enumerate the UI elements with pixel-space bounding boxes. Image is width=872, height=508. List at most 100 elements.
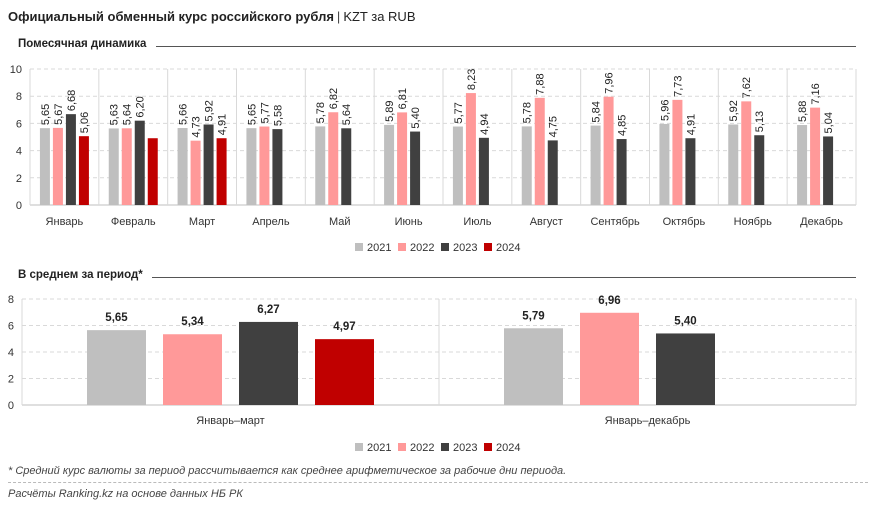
data-label: 5,88	[797, 101, 809, 122]
category-label: Декабрь	[800, 216, 843, 228]
data-label: 4,97	[333, 321, 355, 333]
data-label: 6,82	[328, 88, 340, 109]
data-label: 6,96	[598, 295, 620, 307]
bar-2022	[534, 97, 545, 205]
data-label: 5,84	[591, 101, 603, 122]
category-label: Январь–декабрь	[605, 415, 691, 427]
bar-2023	[239, 321, 298, 405]
data-label: 5,92	[728, 100, 740, 121]
data-label: 8,23	[466, 69, 478, 90]
category-label: Ноябрь	[734, 216, 772, 228]
bar-2021	[452, 126, 463, 205]
data-label: 5,63	[109, 104, 121, 125]
bar-2022	[465, 93, 476, 205]
bar-2023	[410, 131, 421, 205]
y-tick-label: 2	[16, 173, 22, 185]
data-label: 6,68	[66, 90, 78, 111]
data-label: 5,65	[105, 312, 128, 324]
y-tick-label: 0	[16, 200, 22, 212]
bar-2023	[341, 128, 352, 205]
bar-2021	[39, 128, 50, 205]
category-label: Май	[329, 216, 351, 228]
y-tick-label: 8	[8, 294, 14, 306]
legend-swatch-2024	[484, 243, 492, 251]
bar-2022	[121, 128, 132, 205]
y-tick-label: 0	[8, 400, 14, 412]
data-label: 5,06	[79, 112, 91, 133]
data-label: 4,91	[217, 114, 229, 135]
legend-label: 2022	[410, 442, 434, 454]
category-label: Январь	[46, 216, 84, 228]
bar-2021	[590, 125, 601, 205]
bar-2021	[659, 123, 670, 205]
category-label: Октябрь	[663, 216, 706, 228]
data-label: 5,78	[522, 102, 534, 123]
data-label: 7,62	[741, 77, 753, 98]
bar-2023	[134, 120, 145, 205]
bar-2023	[65, 114, 76, 205]
category-label: Июль	[463, 216, 491, 228]
bar-2021	[315, 126, 326, 205]
bar-2021	[177, 128, 188, 205]
data-label: 7,16	[810, 83, 822, 104]
y-tick-label: 8	[16, 91, 22, 103]
legend-label: 2024	[496, 442, 520, 454]
data-label: 5,40	[410, 107, 422, 128]
bar-2023	[203, 124, 214, 205]
bar-2023	[685, 138, 696, 205]
legend-swatch-2022	[398, 443, 406, 451]
legend-label: 2021	[367, 242, 391, 254]
data-label: 5,78	[315, 102, 327, 123]
data-label: 5,64	[341, 104, 353, 125]
data-label: 5,67	[53, 103, 65, 124]
data-label: 5,89	[384, 100, 396, 121]
bar-2021	[504, 328, 563, 405]
legend-swatch-2023	[441, 243, 449, 251]
bar-2024	[78, 136, 89, 205]
bar-2021	[246, 128, 257, 205]
y-tick-label: 4	[8, 347, 14, 359]
y-tick-label: 10	[10, 64, 22, 76]
data-label: 5,92	[204, 100, 216, 121]
divider	[8, 482, 868, 483]
data-label: 5,96	[659, 100, 671, 121]
category-label: Сентябрь	[590, 216, 640, 228]
data-label: 7,73	[672, 75, 684, 96]
category-label: Июнь	[395, 216, 423, 228]
bar-2024	[216, 138, 227, 205]
legend-label: 2024	[496, 242, 520, 254]
category-label: Март	[189, 216, 215, 228]
bar-2024	[315, 339, 374, 405]
source-note: Расчёты Ranking.kz на основе данных НБ Р…	[8, 488, 243, 500]
period-section-title: В среднем за период*	[18, 269, 143, 281]
legend-swatch-2024	[484, 443, 492, 451]
bar-2022	[603, 96, 614, 205]
y-tick-label: 2	[8, 374, 14, 386]
y-tick-label: 6	[8, 321, 14, 333]
bar-2023	[272, 129, 283, 205]
category-label: Апрель	[252, 216, 290, 228]
y-tick-label: 4	[16, 146, 22, 158]
monthly-section-title: Помесячная динамика	[18, 38, 147, 50]
data-label: 5,77	[453, 102, 465, 123]
data-label: 7,96	[604, 72, 616, 93]
data-label: 5,34	[181, 316, 204, 328]
bar-2023	[823, 136, 834, 205]
bar-2022	[580, 312, 639, 405]
bar-2021	[87, 330, 146, 405]
data-label: 4,75	[548, 116, 560, 137]
legend-label: 2023	[453, 242, 477, 254]
data-label: 5,79	[522, 310, 544, 322]
bar-2021	[728, 124, 739, 205]
data-label: 6,81	[397, 88, 409, 109]
data-label: 5,58	[272, 105, 284, 126]
category-label: Январь–март	[196, 415, 264, 427]
legend-swatch-2022	[398, 243, 406, 251]
chart-title: Официальный обменный курс российского ру…	[8, 9, 416, 24]
data-label: 4,91	[685, 114, 697, 135]
bar-2022	[810, 107, 821, 205]
period-section-rule	[152, 277, 856, 278]
category-label: Февраль	[111, 216, 156, 228]
legend-label: 2023	[453, 442, 477, 454]
